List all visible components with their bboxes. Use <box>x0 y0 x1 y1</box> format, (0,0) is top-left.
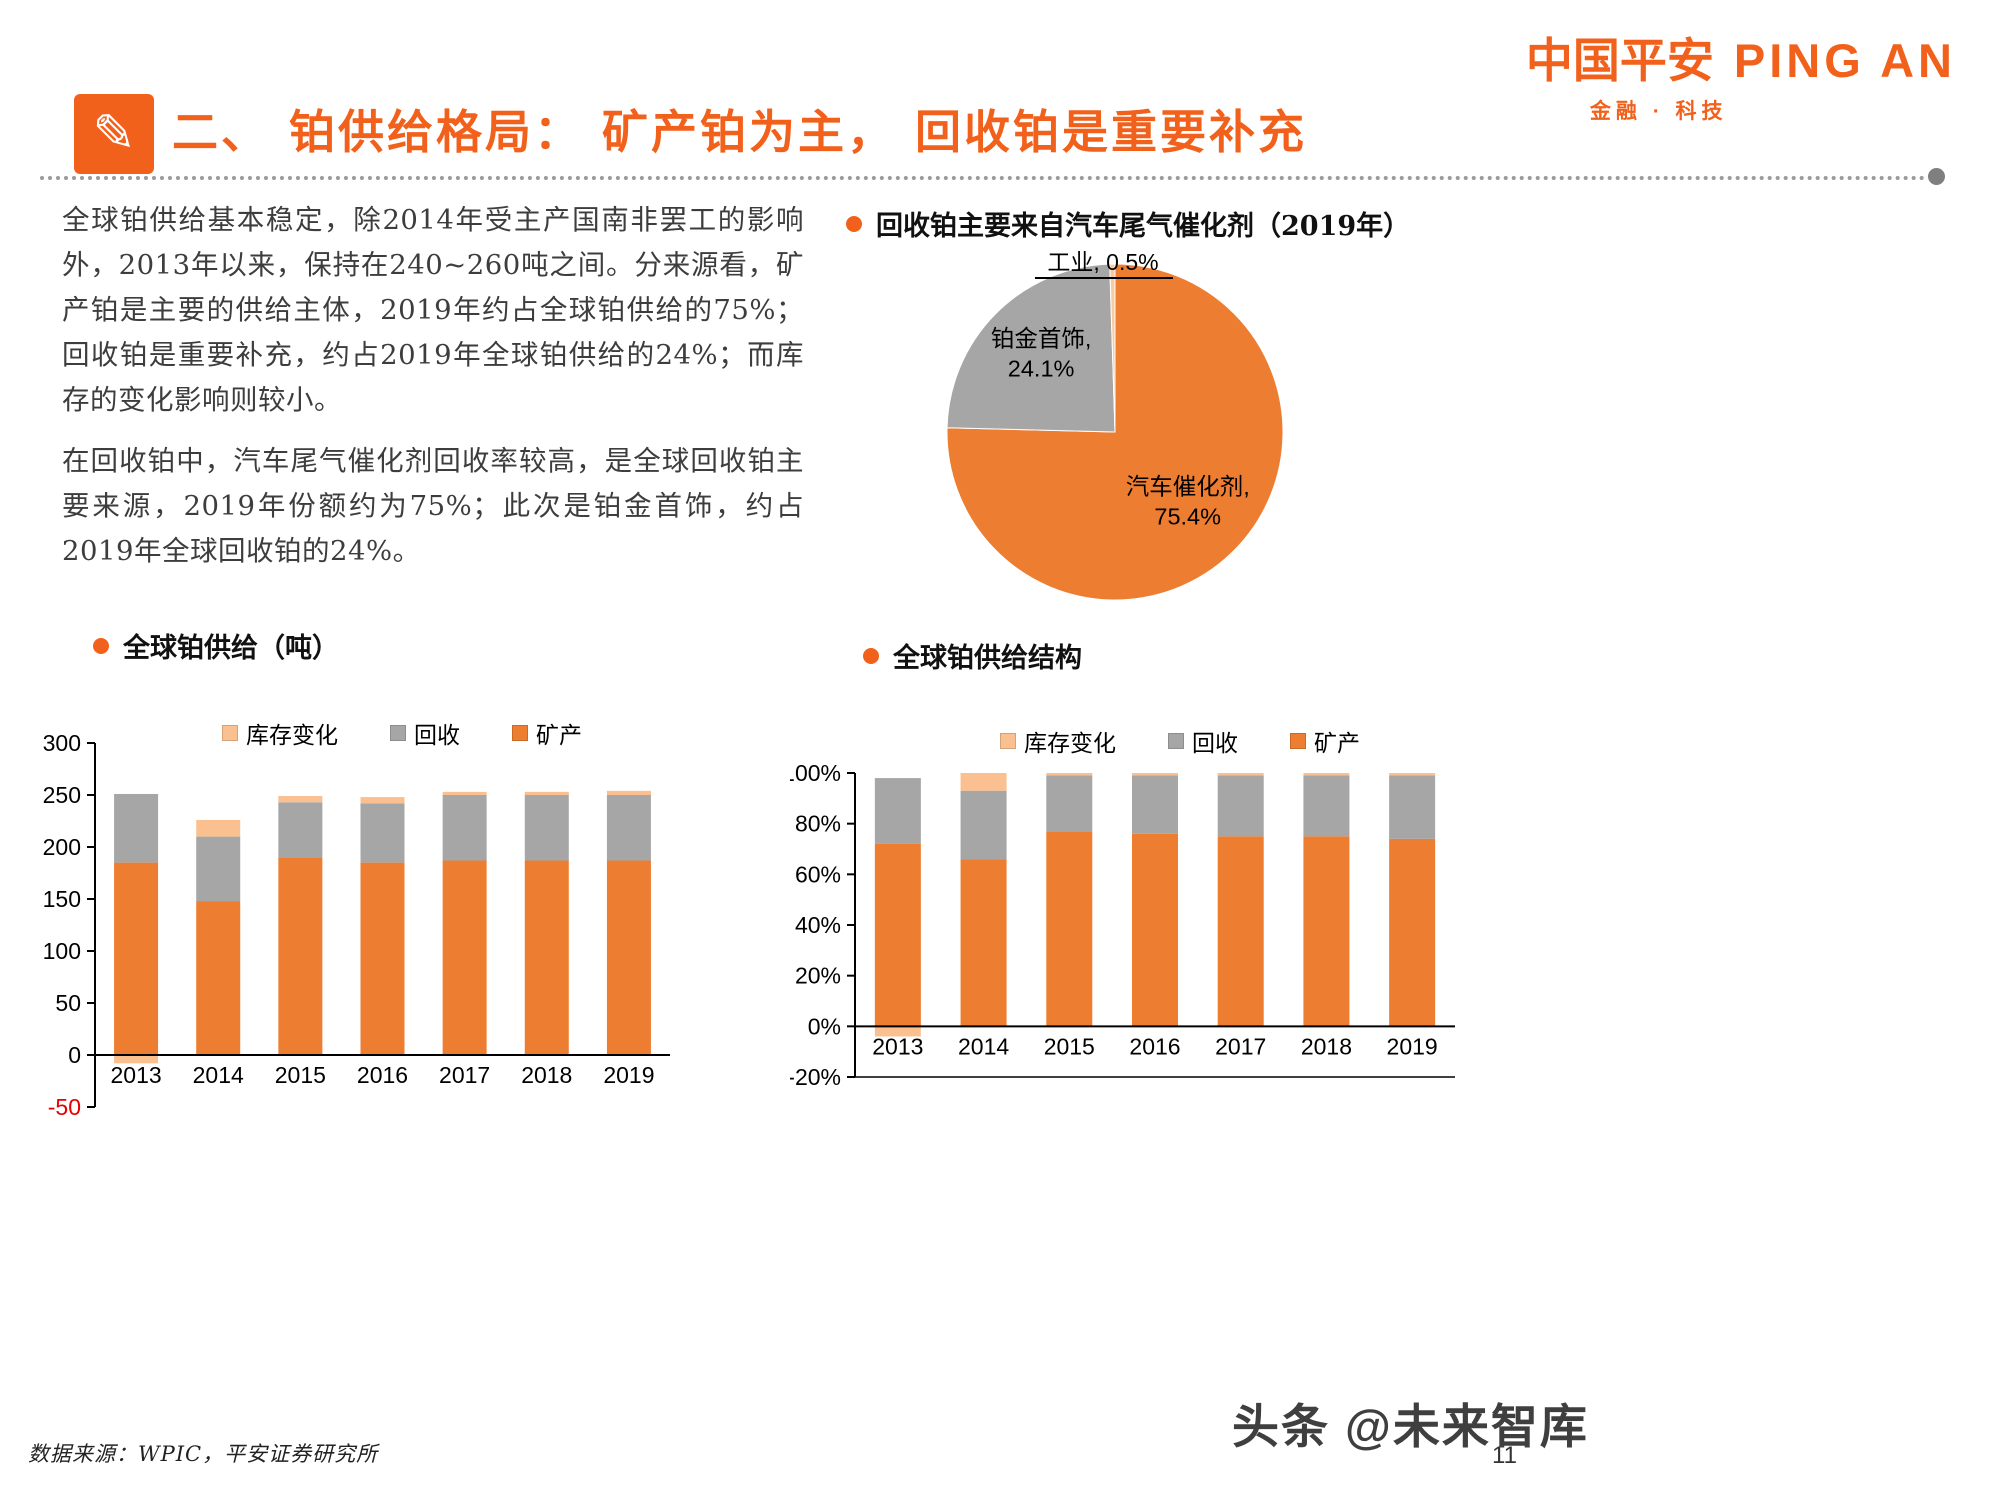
svg-text:2017: 2017 <box>439 1062 490 1088</box>
svg-text:80%: 80% <box>795 811 841 837</box>
legend-item: 库存变化 <box>222 716 338 750</box>
svg-text:2016: 2016 <box>1129 1033 1180 1059</box>
svg-text:-20%: -20% <box>790 1064 841 1090</box>
svg-text:20%: 20% <box>795 963 841 989</box>
svg-text:150: 150 <box>43 886 81 912</box>
legend-item: 矿产 <box>1290 724 1360 758</box>
svg-text:0%: 0% <box>808 1013 841 1039</box>
legend-label: 回收 <box>414 722 460 748</box>
svg-text:50: 50 <box>55 990 81 1016</box>
body-text: 全球铂供给基本稳定，除2014年受主产国南非罢工的影响外，2013年以来，保持在… <box>62 198 804 590</box>
svg-text:2013: 2013 <box>110 1062 161 1088</box>
legend-label: 库存变化 <box>246 722 338 748</box>
svg-text:2016: 2016 <box>357 1062 408 1088</box>
legend-item: 回收 <box>390 716 460 750</box>
page-number: 11 <box>1492 1442 1517 1469</box>
svg-text:2018: 2018 <box>1301 1033 1352 1059</box>
logo-subtitle: 金融 · 科技 <box>1589 100 1728 123</box>
svg-text:250: 250 <box>43 782 81 808</box>
svg-text:60%: 60% <box>795 861 841 887</box>
divider-end-dot <box>1928 168 1945 185</box>
supply-structure-legend: 库存变化 回收 矿产 <box>1000 724 1360 758</box>
legend-swatch <box>512 725 528 741</box>
data-source-note: 数据来源：WPIC，平安证券研究所 <box>28 1442 379 1466</box>
page-title: 二、 铂供给格局： 矿产铂为主， 回收铂是重要补充 <box>172 105 1308 159</box>
legend-item: 库存变化 <box>1000 724 1116 758</box>
paragraph-2: 在回收铂中，汽车尾气催化剂回收率较高，是全球回收铂主要来源，2019年份额约为7… <box>62 445 804 567</box>
legend-item: 回收 <box>1168 724 1238 758</box>
bullet-icon <box>846 215 862 232</box>
svg-text:工业, 0.5%: 工业, 0.5% <box>1047 249 1158 275</box>
svg-text:40%: 40% <box>795 912 841 938</box>
logo-en-text: PING AN <box>1733 34 1956 87</box>
legend-label: 回收 <box>1192 730 1238 756</box>
pingan-logo: 中国平安 PING AN 金融 · 科技 <box>1526 22 1956 125</box>
svg-text:300: 300 <box>43 730 81 756</box>
legend-swatch <box>1000 733 1016 749</box>
svg-text:2015: 2015 <box>275 1062 326 1088</box>
svg-text:100: 100 <box>43 938 81 964</box>
paragraph-1: 全球铂供给基本稳定，除2014年受主产国南非罢工的影响外，2013年以来，保持在… <box>62 204 804 416</box>
recycle-sources-pie-chart: 汽车催化剂, 75.4% 铂金首饰, 24.1% 工业, 0.5% <box>946 249 1284 601</box>
supply-structure-chart-title: 全球铂供给结构 <box>863 636 1082 675</box>
supply-tonnes-title-text: 全球铂供给（吨） <box>123 633 339 664</box>
svg-text:0: 0 <box>68 1042 81 1068</box>
pencil-icon: ✎ <box>74 94 154 174</box>
watermark-text: 头条 @未来智库 <box>1232 1400 1589 1453</box>
svg-text:2017: 2017 <box>1215 1033 1266 1059</box>
svg-text:2013: 2013 <box>872 1033 923 1059</box>
svg-text:2019: 2019 <box>603 1062 654 1088</box>
legend-label: 矿产 <box>1314 730 1360 756</box>
supply-structure-title-text: 全球铂供给结构 <box>893 643 1082 674</box>
svg-text:2014: 2014 <box>193 1062 244 1088</box>
svg-text:2014: 2014 <box>958 1033 1009 1059</box>
supply-structure-bar-chart: -20% 0% 20% 40% 60% 80% 100% 2013 2014 2015 2016 20… <box>790 760 1455 1090</box>
dotted-divider <box>40 176 1926 180</box>
svg-text:汽车催化剂,75.4%: 汽车催化剂, 75.4% <box>1126 474 1250 530</box>
svg-text:铂金首饰,24.1%: 铂金首饰, 24.1% <box>991 326 1092 382</box>
bullet-icon <box>863 647 879 664</box>
svg-text:100%: 100% <box>790 760 841 786</box>
svg-text:2019: 2019 <box>1387 1033 1438 1059</box>
bullet-icon <box>93 637 109 654</box>
supply-tonnes-bar-chart: -50 0 50 100 150 200 250 300 2013 2014 2015 2016 201… <box>43 730 670 1120</box>
pie-chart-title-text: 回收铂主要来自汽车尾气催化剂（2019年） <box>876 211 1411 242</box>
legend-swatch <box>390 725 406 741</box>
supply-tonnes-chart-title: 全球铂供给（吨） <box>93 626 339 665</box>
legend-label: 矿产 <box>536 722 582 748</box>
pie-chart-title: 回收铂主要来自汽车尾气催化剂（2019年） <box>846 204 1410 243</box>
svg-text:-50: -50 <box>48 1094 81 1120</box>
legend-swatch <box>1290 733 1306 749</box>
legend-swatch <box>222 725 238 741</box>
legend-item: 矿产 <box>512 716 582 750</box>
legend-swatch <box>1168 733 1184 749</box>
legend-label: 库存变化 <box>1024 730 1116 756</box>
supply-tonnes-legend: 库存变化 回收 矿产 <box>222 716 582 750</box>
svg-text:2015: 2015 <box>1044 1033 1095 1059</box>
logo-cn-text: 中国平安 <box>1525 34 1714 87</box>
svg-text:2018: 2018 <box>521 1062 572 1088</box>
svg-text:200: 200 <box>43 834 81 860</box>
